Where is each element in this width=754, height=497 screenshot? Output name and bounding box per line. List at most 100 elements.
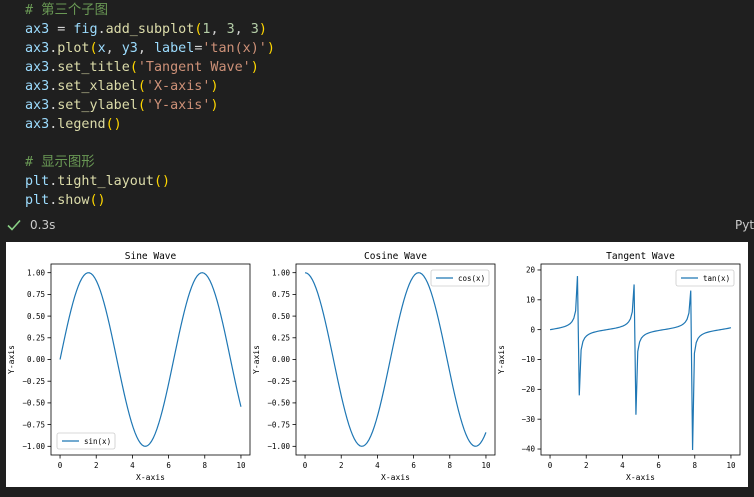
code-line: # 第三个子图 (25, 1, 108, 20)
x-tick-label: 8 (448, 461, 453, 470)
code-token: ax3 (25, 98, 50, 113)
code-token: . (49, 117, 58, 132)
y-tick-label: −40 (521, 445, 535, 454)
code-token: ) (266, 41, 275, 56)
code-line: ax3.legend() (25, 115, 122, 134)
x-tick-label: 2 (584, 461, 589, 470)
code-cell[interactable]: # 第三个子图 ax3 = fig.add_subplot(1, 3, 3) ax3… (0, 0, 754, 214)
legend-box (430, 269, 490, 287)
code-token: plt (25, 193, 50, 208)
code-token: = (194, 41, 203, 56)
series-line-cos (304, 272, 487, 447)
x-axis-label: X-axis (381, 473, 410, 482)
y-tick-label: −0.50 (22, 399, 45, 408)
code-token: ax3 (25, 79, 50, 94)
code-token: 1 (202, 22, 211, 37)
y-tick-label: 0.50 (272, 312, 291, 321)
chart-title: Cosine Wave (364, 251, 427, 262)
x-tick-label: 2 (339, 461, 344, 470)
code-token: 'tan(x)' (202, 41, 267, 56)
y-axis-label: Y-axis (7, 345, 16, 374)
axes-frame (540, 263, 741, 456)
x-tick-label: 10 (236, 461, 246, 470)
subplot-cos: Cosine Wave 0 2 4 6 8 10 1.00 0.75 0.50 0.25 0.00 −0… (252, 251, 496, 482)
x-tick-label: 2 (94, 461, 99, 470)
code-line: ax3 = fig.add_subplot(1, 3, 3) (25, 20, 267, 39)
y-tick-label: −1.00 (267, 442, 290, 451)
code-token: # 第三个子图 (25, 3, 109, 18)
code-token: . (49, 79, 58, 94)
x-tick-label: 4 (620, 461, 625, 470)
series-line-sin (59, 272, 242, 447)
x-tick-label: 6 (656, 461, 661, 470)
code-token: 3 (226, 22, 235, 37)
legend-label: cos(x) (458, 274, 485, 283)
legend: cos(x) (430, 269, 490, 287)
code-token: . (49, 60, 58, 75)
code-token: , (234, 22, 251, 37)
code-line: plt.show() (25, 191, 106, 210)
code-token: ax3 (25, 22, 50, 37)
code-line: ax3.plot(x, y3, label='tan(x)') (25, 39, 275, 58)
cell-status-bar: 0.3s Pyt (0, 214, 754, 238)
x-tick-label: 4 (130, 461, 135, 470)
y-tick-label: 0.75 (27, 290, 45, 299)
code-token: , (105, 41, 122, 56)
y-tick-label: 0.25 (27, 333, 45, 342)
y-axis-label: Y-axis (497, 345, 506, 374)
legend-label: sin(x) (84, 437, 111, 446)
code-token: ) (210, 79, 219, 94)
x-tick-label: 6 (411, 461, 416, 470)
y-tick-label: 0.50 (27, 312, 46, 321)
y-tick-label: 1.00 (272, 268, 291, 277)
y-tick-label: −0.25 (267, 377, 290, 386)
code-token: . (49, 41, 58, 56)
subplot-tan: Tangent Wave 0 2 4 6 8 10 20 10 0 −10 −20 −30 −40 X-ax… (497, 251, 741, 482)
code-token: ax3 (25, 117, 50, 132)
y-tick-label: 1.00 (27, 268, 46, 277)
legend: tan(x) (675, 269, 735, 287)
y-tick-label: −30 (521, 415, 535, 424)
x-tick-label: 0 (303, 461, 308, 470)
x-tick-label: 0 (58, 461, 63, 470)
code-token: , (210, 22, 227, 37)
code-token: ( (89, 41, 98, 56)
subplot-sin: Sine Wave 0 2 4 6 8 10 1.00 0.75 0.50 0.25 0.00 −0.2… (7, 251, 251, 482)
code-token: set_ylabel (57, 98, 138, 113)
code-token: plot (57, 41, 90, 56)
cell-output: Sine Wave 0 2 4 6 8 10 1.00 0.75 0.50 0.25 0.00 −0.2… (6, 242, 748, 487)
y-tick-label: 0.00 (272, 355, 291, 364)
code-token: , (137, 41, 154, 56)
code-line: # 显示图形 (25, 153, 95, 172)
code-token: ax3 (25, 60, 50, 75)
kernel-language-label[interactable]: Pyt (735, 218, 754, 232)
code-token: y3 (121, 41, 138, 56)
legend: sin(x) (56, 432, 116, 450)
code-token: # 显示图形 (25, 155, 95, 170)
x-tick-label: 8 (693, 461, 698, 470)
code-token: x (97, 41, 106, 56)
y-tick-label: 10 (526, 296, 536, 305)
x-tick-label: 10 (481, 461, 491, 470)
code-token: ( (129, 60, 138, 75)
code-token: label (154, 41, 195, 56)
y-tick-label: −0.75 (22, 420, 45, 429)
y-tick-label: 0 (530, 325, 535, 334)
y-tick-label: −0.25 (22, 377, 45, 386)
legend-box (675, 269, 735, 287)
code-token: . (49, 174, 58, 189)
y-tick-label: −10 (521, 355, 535, 364)
execution-time: 0.3s (30, 218, 56, 232)
code-token: set_xlabel (57, 79, 138, 94)
legend-label: tan(x) (703, 274, 730, 283)
x-tick-label: 4 (375, 461, 380, 470)
code-token: ) (210, 98, 219, 113)
code-token: . (49, 98, 58, 113)
code-line: ax3.set_xlabel('X-axis') (25, 77, 219, 96)
axes-frame (295, 263, 496, 456)
legend-box (56, 432, 116, 450)
code-token: ax3 (25, 41, 50, 56)
code-line: ax3.set_title('Tangent Wave') (25, 58, 259, 77)
y-axis-label: Y-axis (252, 345, 261, 374)
x-tick-label: 8 (203, 461, 208, 470)
